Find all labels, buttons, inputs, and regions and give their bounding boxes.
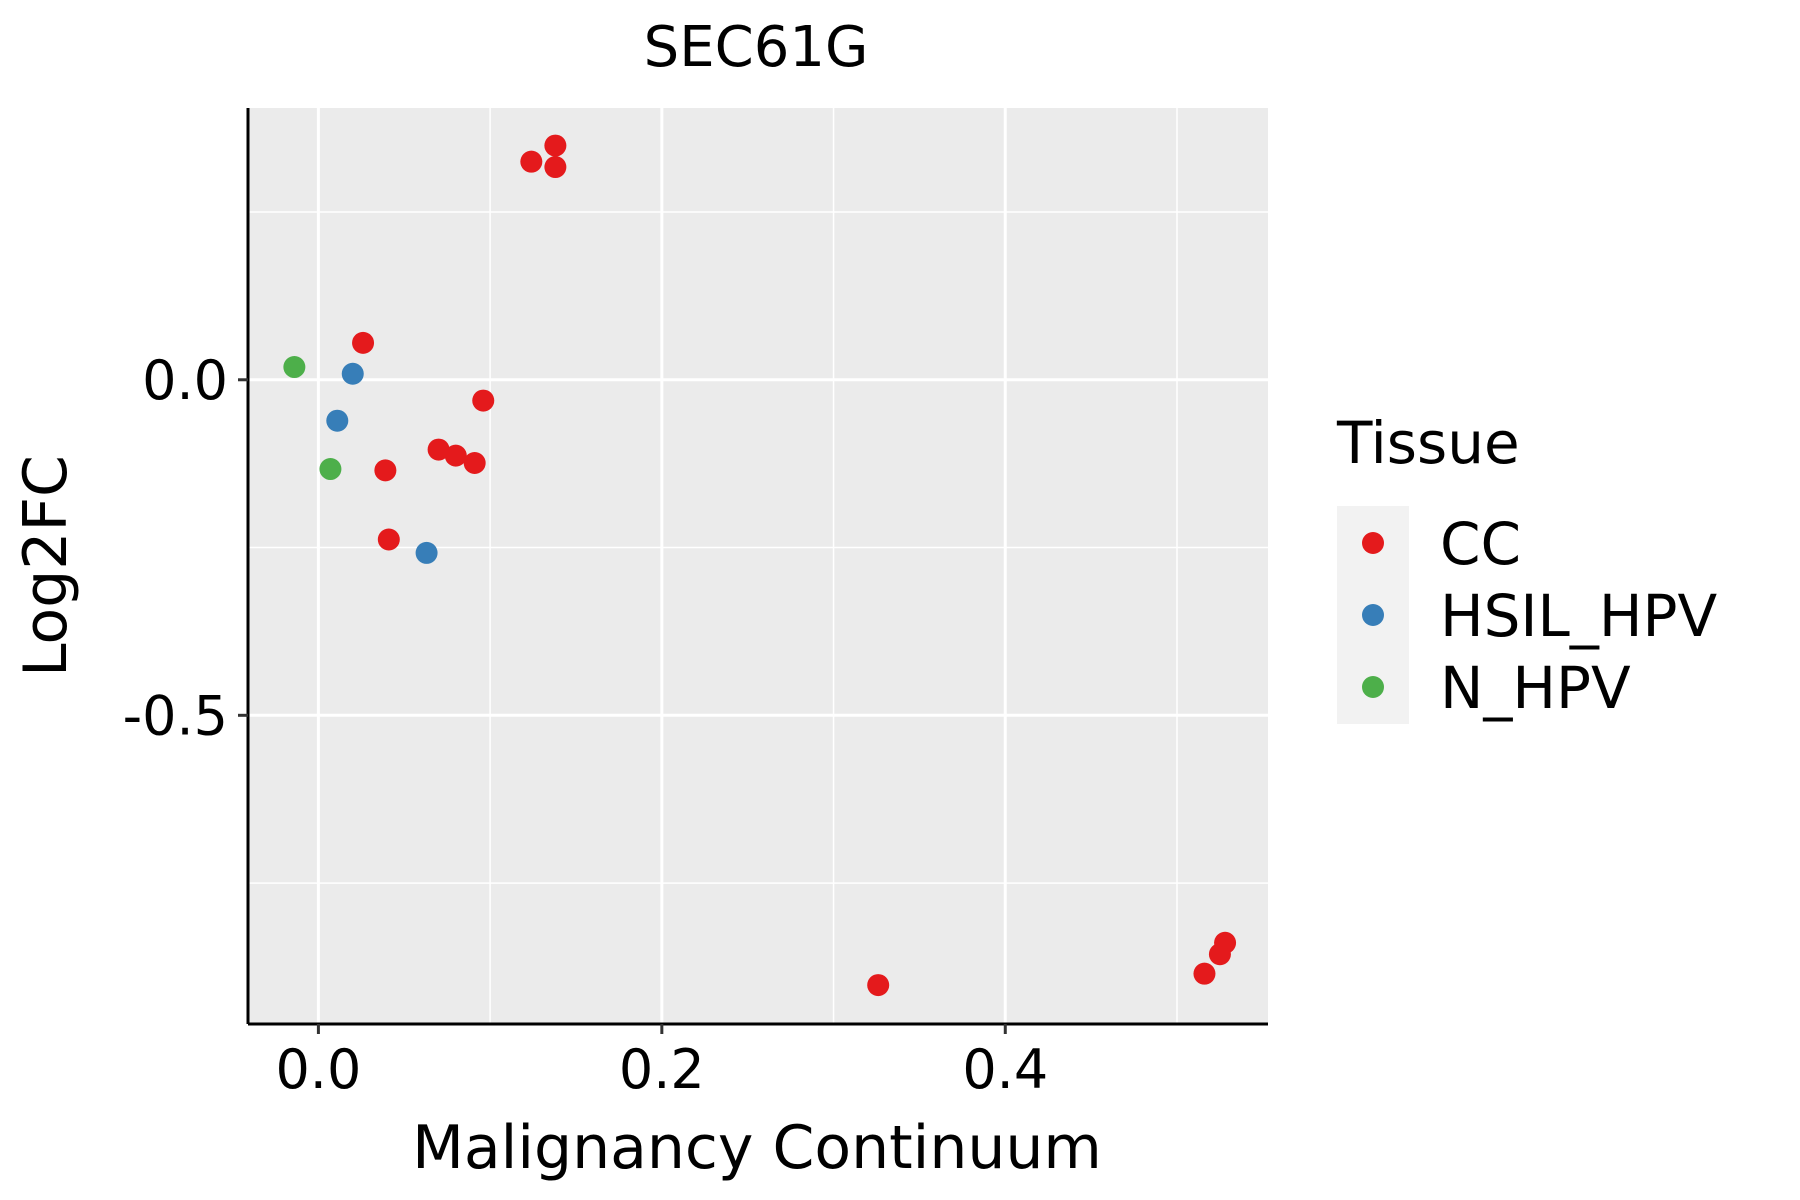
data-point-n-hpv (283, 356, 306, 379)
data-point-cc (374, 459, 397, 482)
legend-key-n-hpv (1362, 676, 1384, 698)
axis-ticks: 0.0 0.2 0.4 0.0 -0.5 (123, 349, 1049, 1101)
chart-title: SEC61G (644, 15, 869, 80)
data-point-cc (1214, 931, 1237, 954)
data-point-cc (463, 451, 486, 474)
data-point-hsil-hpv (341, 362, 364, 385)
plot-panel (248, 108, 1268, 1024)
data-points (283, 134, 1237, 997)
data-point-cc (867, 974, 890, 997)
data-point-cc (472, 389, 495, 412)
data-point-cc (544, 134, 567, 157)
data-point-cc (352, 331, 375, 354)
y-tick-label: 0.0 (142, 349, 228, 412)
legend-title: Tissue (1336, 409, 1520, 477)
y-tick-label: -0.5 (123, 684, 228, 747)
data-point-hsil-hpv (415, 541, 438, 564)
axes (246, 108, 1268, 1026)
data-point-cc (520, 150, 543, 173)
legend-label-cc: CC (1440, 510, 1521, 578)
x-tick-label: 0.4 (962, 1038, 1048, 1101)
data-point-hsil-hpv (326, 409, 349, 432)
legend-key-cc (1362, 532, 1384, 554)
data-point-cc (544, 156, 567, 179)
legend-label-n-hpv: N_HPV (1440, 654, 1631, 722)
x-axis-label: Malignancy Continuum (412, 1113, 1102, 1183)
data-point-n-hpv (319, 458, 342, 481)
y-axis-label: Log2FC (11, 455, 81, 677)
data-point-cc (427, 438, 450, 461)
grid-lines (248, 108, 1268, 1024)
x-tick-label: 0.0 (275, 1038, 361, 1101)
data-point-cc (444, 444, 467, 467)
x-tick-label: 0.2 (619, 1038, 705, 1101)
legend-label-hsil-hpv: HSIL_HPV (1440, 582, 1717, 650)
data-point-cc (1193, 962, 1216, 985)
data-point-cc (377, 528, 400, 551)
legend-key-hsil-hpv (1362, 604, 1384, 626)
